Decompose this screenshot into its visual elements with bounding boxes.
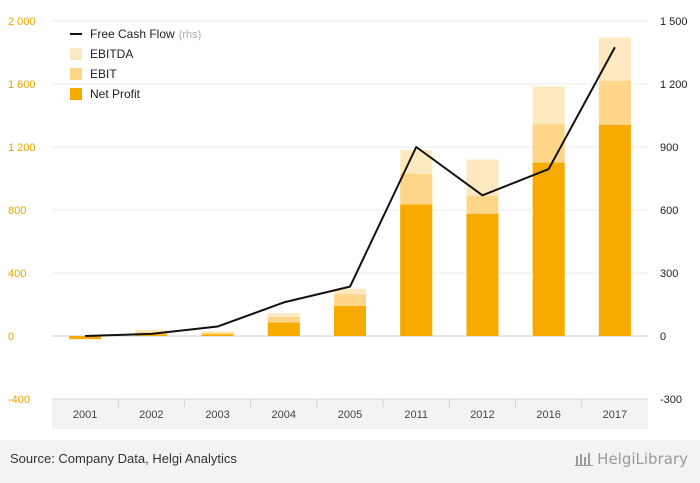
left-tick-label: -400 xyxy=(8,394,30,406)
x-tick-label: 2017 xyxy=(603,409,627,421)
x-tick-label: 2003 xyxy=(205,409,229,421)
right-tick-label: 900 xyxy=(660,142,678,154)
bar-net-profit xyxy=(69,336,102,340)
x-tick-label: 2004 xyxy=(272,409,296,421)
brand-name: HelgiLibrary xyxy=(597,450,688,468)
bar-net-profit xyxy=(135,334,168,336)
x-tick-label: 2012 xyxy=(470,409,494,421)
legend-note: (rhs) xyxy=(179,29,202,41)
bar-net-profit xyxy=(334,306,366,336)
x-tick-label: 2016 xyxy=(536,409,560,421)
legend-label: Free Cash Flow (rhs) xyxy=(90,27,201,41)
source-note: Source: Company Data, Helgi Analytics xyxy=(10,451,237,466)
bar-net-profit xyxy=(267,322,300,336)
right-tick-label: 300 xyxy=(660,268,678,280)
left-tick-label: 0 xyxy=(8,331,14,343)
right-tick-label: 1 200 xyxy=(660,79,688,91)
legend-swatch xyxy=(70,68,82,80)
bar-net-profit xyxy=(201,334,234,336)
right-tick-label: 1 500 xyxy=(660,16,688,28)
left-tick-label: 1 600 xyxy=(8,79,36,91)
x-tick-label: 2001 xyxy=(73,409,97,421)
bar-net-profit xyxy=(466,213,499,336)
x-tick-label: 2005 xyxy=(338,409,362,421)
line-free-cash-flow xyxy=(85,46,616,337)
legend-swatch xyxy=(70,48,82,60)
legend-label: Net Profit xyxy=(90,87,141,101)
right-tick-label: 0 xyxy=(660,331,666,343)
left-tick-label: 400 xyxy=(8,268,26,280)
legend: Free Cash Flow (rhs) EBITDA EBIT Net Profit xyxy=(70,27,201,101)
bar-net-profit xyxy=(532,162,565,336)
x-axis-band xyxy=(52,399,648,429)
bar-net-profit xyxy=(598,124,631,336)
legend-label: EBITDA xyxy=(90,47,133,61)
chart: -400 0 400 800 1 200 1 600 2 000 -300 0 300 600 900… xyxy=(8,16,688,429)
footer: Source: Company Data, Helgi Analytics He… xyxy=(0,440,700,483)
left-tick-label: 1 200 xyxy=(8,142,36,154)
x-tick-label: 2011 xyxy=(404,409,428,421)
library-icon xyxy=(575,453,594,466)
legend-label: EBIT xyxy=(90,67,117,81)
right-tick-label: -300 xyxy=(660,394,682,406)
x-tick-label: 2002 xyxy=(139,409,163,421)
right-tick-label: 600 xyxy=(660,205,678,217)
brand-logo: HelgiLibrary xyxy=(575,450,688,468)
bar-net-profit xyxy=(400,204,433,336)
left-tick-label: 2 000 xyxy=(8,16,36,28)
left-tick-label: 800 xyxy=(8,205,26,217)
legend-swatch xyxy=(70,88,82,100)
